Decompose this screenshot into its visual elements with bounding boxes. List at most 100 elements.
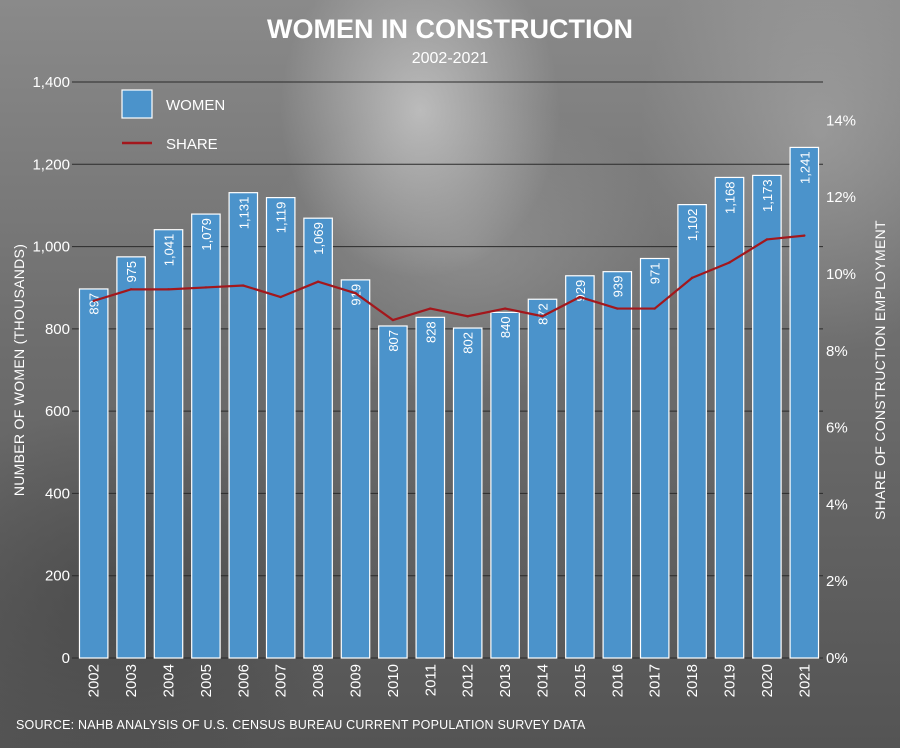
right-tick-label: 6%: [826, 420, 848, 437]
left-tick-label: 1,400: [32, 74, 70, 91]
bar-value-label: 807: [386, 330, 401, 352]
share-point: [541, 315, 544, 318]
legend-women-swatch: [121, 89, 153, 119]
share-point: [167, 288, 170, 291]
x-tick-label: 2011: [422, 664, 439, 696]
share-line: [93, 234, 805, 322]
share-point: [728, 261, 731, 264]
bar: [714, 176, 745, 659]
legend-women-label: WOMEN: [166, 97, 225, 114]
chart-subtitle: 2002-2021: [412, 50, 489, 67]
bar: [789, 146, 820, 659]
x-tick-label: 2002: [86, 664, 103, 697]
x-tick-label: 2017: [647, 664, 664, 697]
right-tick-label: 4%: [826, 496, 848, 513]
share-point: [578, 295, 582, 299]
share-point: [653, 307, 656, 310]
bar: [452, 327, 483, 659]
share-point: [279, 295, 282, 299]
bar: [378, 325, 408, 659]
right-tick-label: 10%: [826, 266, 856, 283]
x-tick-label: 2019: [722, 664, 739, 697]
share-point: [690, 276, 694, 280]
bar-value-label: 1,241: [797, 151, 812, 184]
share-point: [92, 299, 95, 303]
bar-value-label: 897: [87, 293, 102, 315]
right-axis-label: SHARE OF CONSTRUCTION EMPLOYMENT: [872, 220, 888, 520]
share-point: [503, 307, 507, 310]
left-tick-label: 0: [62, 650, 70, 667]
bar-value-label: 1,173: [760, 179, 775, 212]
right-tick-label: 12%: [826, 189, 856, 206]
x-tick-label: 2008: [310, 664, 327, 697]
x-tick-label: 2013: [497, 664, 514, 697]
bar-value-label: 1,131: [236, 197, 251, 230]
bar: [116, 256, 146, 659]
right-tick-label: 14%: [826, 112, 856, 129]
bar-value-label: 802: [461, 332, 476, 354]
bar: [340, 279, 371, 659]
bar-value-label: 1,119: [274, 202, 289, 234]
x-tick-label: 2014: [535, 664, 552, 697]
share-point: [616, 307, 619, 310]
bar-value-label: 1,168: [723, 181, 738, 214]
share-point: [765, 238, 769, 241]
bar-value-label: 1,102: [685, 209, 700, 242]
legend: WOMEN SHARE: [121, 89, 225, 153]
share-point: [466, 315, 469, 318]
left-tick-label: 600: [45, 403, 70, 420]
chart-title: WOMEN IN CONSTRUCTION: [267, 14, 633, 44]
left-tick-label: 1,200: [32, 156, 70, 173]
share-point: [354, 292, 357, 295]
bar: [303, 217, 333, 659]
bar: [191, 213, 221, 659]
x-tick-label: 2005: [198, 664, 215, 697]
left-tick-label: 800: [45, 321, 70, 338]
left-axis-label: NUMBER OF WOMEN (THOUSANDS): [11, 244, 27, 496]
left-axis-ticks: 0 200 400 600 800 1,000 1,200 1,400: [32, 74, 70, 667]
bar: [78, 288, 109, 659]
gridlines: [72, 81, 823, 659]
bar-value-label: 939: [610, 276, 625, 298]
bar: [490, 311, 520, 659]
left-tick-label: 400: [45, 485, 70, 502]
bar-value-label: 975: [124, 261, 139, 283]
bar: [639, 257, 670, 659]
bar: [602, 271, 633, 659]
bar-value-label: 872: [536, 303, 551, 325]
left-tick-label: 1,000: [32, 239, 70, 256]
right-tick-label: 2%: [826, 573, 848, 590]
source-note: SOURCE: NAHB ANALYSIS OF U.S. CENSUS BUR…: [16, 718, 586, 732]
share-point: [129, 288, 133, 291]
x-tick-label: 2015: [572, 664, 589, 697]
bar-value-label: 840: [498, 316, 513, 338]
x-axis-ticks: 2002 2003 2004 2005 2006 2007 2008 2009 2010 2011…: [86, 664, 814, 697]
bar: [153, 229, 184, 659]
right-tick-label: 8%: [826, 343, 848, 360]
bar: [415, 316, 446, 659]
bar-value-label: 929: [573, 280, 588, 302]
bar: [677, 204, 707, 659]
share-point: [242, 284, 245, 287]
x-tick-label: 2003: [123, 664, 140, 697]
share-point: [316, 280, 320, 283]
bar-value-label: 1,079: [199, 218, 214, 251]
share-point: [391, 318, 395, 322]
bar: [752, 174, 782, 659]
bar-value-label: 971: [648, 263, 663, 285]
x-tick-label: 2012: [460, 664, 477, 697]
bar-series: [78, 146, 820, 659]
x-tick-label: 2018: [684, 664, 701, 697]
share-line-series: [92, 234, 806, 322]
share-point: [429, 307, 432, 310]
share-point: [803, 234, 806, 237]
x-tick-label: 2016: [609, 664, 626, 697]
share-point: [204, 286, 208, 289]
left-tick-label: 200: [45, 568, 70, 585]
bar: [265, 197, 296, 659]
bar: [527, 298, 558, 659]
x-tick-label: 2009: [348, 664, 365, 697]
